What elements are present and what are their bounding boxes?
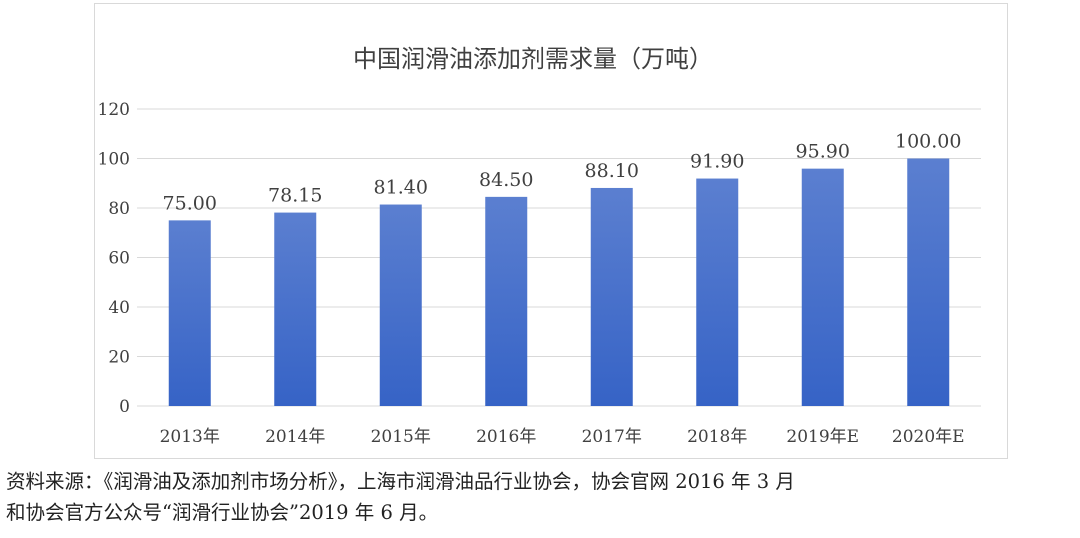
y-tick-label: 120 <box>98 100 130 120</box>
bar-6 <box>801 168 844 406</box>
y-tick-label: 100 <box>98 150 130 170</box>
x-category-label: 2016年 <box>476 427 536 447</box>
x-category-label: 2018年 <box>687 427 747 447</box>
x-category-label: 2015年 <box>371 427 431 447</box>
bar-4 <box>590 187 633 406</box>
source-line-1: 资料来源：《润滑油及添加剂市场分析》，上海市润滑油品行业协会，协会官网 2016… <box>6 470 795 493</box>
chart-title: 中国润滑油添加剂需求量（万吨） <box>353 45 713 73</box>
y-axis-ticks: 0 20 40 60 80 100 120 <box>98 100 130 417</box>
y-tick-label: 0 <box>119 397 130 417</box>
source-note: 资料来源：《润滑油及添加剂市场分析》，上海市润滑油品行业协会，协会官网 2016… <box>6 466 1076 528</box>
x-category-label: 2017年 <box>582 427 642 447</box>
y-tick-label: 80 <box>108 199 130 219</box>
y-tick-label: 20 <box>108 348 130 368</box>
bar-0 <box>168 220 211 406</box>
bar-7 <box>907 158 950 406</box>
value-labels: 75.00 78.15 81.40 84.50 88.10 91.90 95.90 100.0… <box>163 131 962 215</box>
source-line-2: 和协会官方公众号“润滑行业协会”2019 年 6 月。 <box>6 501 439 524</box>
y-tick-label: 40 <box>108 298 130 318</box>
bar-5 <box>696 178 739 406</box>
chart-frame: 中国润滑油添加剂需求量（万吨） 0 20 40 60 80 100 120 75.00 78.… <box>94 3 1008 459</box>
bar-value-label: 84.50 <box>479 169 533 191</box>
x-category-label: 2014年 <box>265 427 325 447</box>
bar-value-label: 100.00 <box>895 131 961 153</box>
bar-value-label: 88.10 <box>585 160 639 182</box>
bar-1 <box>274 212 317 406</box>
x-axis-categories: 2013年 2014年 2015年 2016年 2017年 2018年 2019年E 2020… <box>160 427 965 447</box>
bar-2 <box>379 204 422 406</box>
bar-value-label: 81.40 <box>374 177 428 199</box>
bar-value-label: 91.90 <box>690 151 744 173</box>
x-category-label: 2013年 <box>160 427 220 447</box>
bar-value-label: 78.15 <box>268 185 322 207</box>
y-tick-label: 60 <box>108 249 130 269</box>
bars <box>168 158 950 406</box>
bar-3 <box>485 196 528 406</box>
x-category-label: 2019年E <box>786 427 859 447</box>
bar-value-label: 75.00 <box>163 192 217 214</box>
bar-chart: 中国润滑油添加剂需求量（万吨） 0 20 40 60 80 100 120 75.00 78.… <box>98 45 981 447</box>
gridlines <box>137 108 981 407</box>
x-category-label: 2020年E <box>892 427 965 447</box>
bar-value-label: 95.90 <box>796 141 850 163</box>
